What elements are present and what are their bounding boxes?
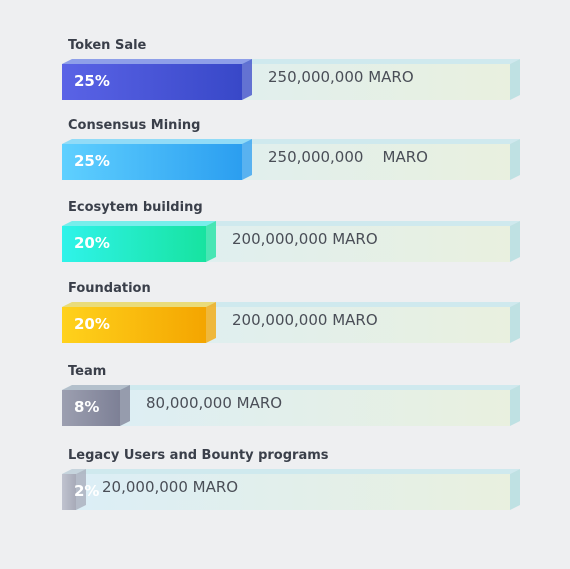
bar-front-face <box>62 64 242 100</box>
bar-row: Foundation 20% 200,000,000 MARO <box>0 281 570 361</box>
value-label: 20% <box>74 234 110 252</box>
category-label: Foundation <box>68 281 151 296</box>
bar-row: Team 8% 80,000,000 MARO <box>0 364 570 444</box>
bar-front-face <box>62 307 206 343</box>
bar-graphic <box>62 469 520 510</box>
track-side-face <box>510 302 520 343</box>
category-label: Team <box>68 364 107 379</box>
bar-top-face <box>62 385 130 390</box>
bar-top-face <box>62 59 252 64</box>
bar-front-face <box>62 474 76 510</box>
bar-top-face <box>62 139 252 144</box>
track-top-face <box>62 469 520 474</box>
bar-graphic <box>62 302 520 343</box>
bar-side-face <box>242 59 252 100</box>
bar-front-face <box>62 390 120 426</box>
bar-graphic <box>62 385 520 426</box>
amount-label: 250,000,000 MARO <box>268 148 428 166</box>
track-front-face <box>62 474 510 510</box>
bar-graphic <box>62 59 520 100</box>
amount-label: 80,000,000 MARO <box>146 394 283 412</box>
value-label: 25% <box>74 152 110 170</box>
track-side-face <box>510 221 520 262</box>
bar-top-face <box>62 221 216 226</box>
bar-side-face <box>242 139 252 180</box>
value-label: 2% <box>74 482 100 500</box>
amount-label: 200,000,000 MARO <box>232 230 378 248</box>
track-side-face <box>510 139 520 180</box>
category-label: Token Sale <box>68 38 147 53</box>
amount-label: 200,000,000 MARO <box>232 311 378 329</box>
value-label: 25% <box>74 72 110 90</box>
bar-front-face <box>62 226 206 262</box>
bar-side-face <box>120 385 130 426</box>
bar-row: Token Sale 25% 250,000,000 MARO <box>0 38 570 118</box>
value-label: 8% <box>74 398 100 416</box>
track-side-face <box>510 385 520 426</box>
bar-front-face <box>62 144 242 180</box>
track-top-face <box>62 385 520 390</box>
category-label: Legacy Users and Bounty programs <box>68 448 329 463</box>
bar-graphic <box>62 221 520 262</box>
track-side-face <box>510 59 520 100</box>
bar-row: Legacy Users and Bounty programs 2% 20,000… <box>0 448 570 528</box>
track-front-face <box>62 390 510 426</box>
category-label: Consensus Mining <box>68 118 201 133</box>
bar-row: Consensus Mining 25% 250,000,000 MARO <box>0 118 570 198</box>
value-label: 20% <box>74 315 110 333</box>
bar-top-face <box>62 302 216 307</box>
category-label: Ecosytem building <box>68 200 203 215</box>
bar-side-face <box>76 469 86 510</box>
bar-side-face <box>206 302 216 343</box>
bar-side-face <box>206 221 216 262</box>
bar-graphic <box>62 139 520 180</box>
bar-row: Ecosytem building 20% 200,000,000 MARO <box>0 200 570 280</box>
bar-top-face <box>62 469 86 474</box>
amount-label: 250,000,000 MARO <box>268 68 414 86</box>
amount-label: 20,000,000 MARO <box>102 478 239 496</box>
track-side-face <box>510 469 520 510</box>
